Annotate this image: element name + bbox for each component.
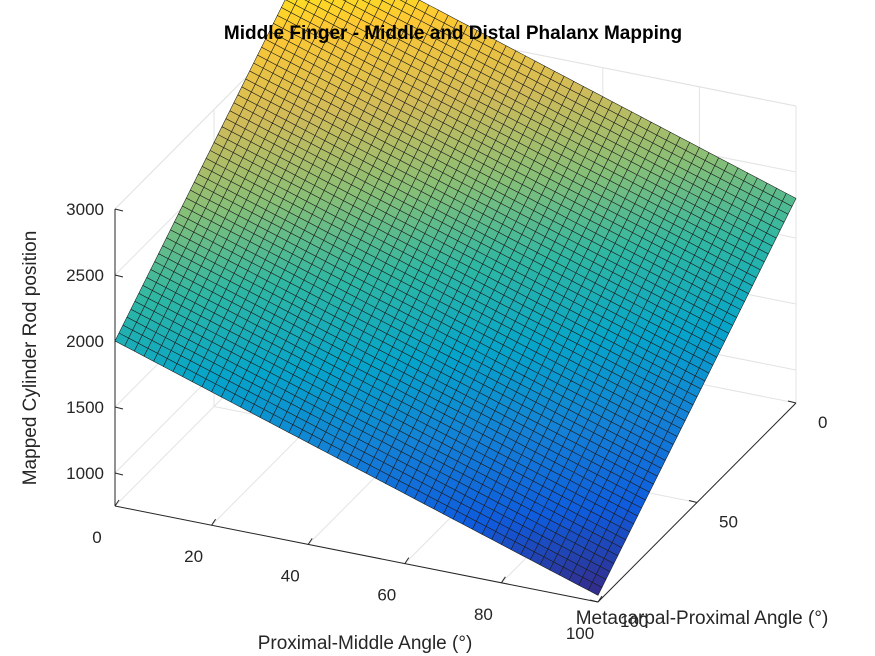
axis-layer: [114, 208, 797, 603]
y-tick-mark: [787, 400, 797, 404]
y-axis-label: Metacarpal-Proximal Angle (°): [576, 608, 829, 629]
chart-title: Middle Finger - Middle and Distal Phalan…: [224, 23, 682, 44]
x-tick-label: 40: [281, 566, 300, 585]
x-tick-label: 20: [184, 547, 203, 566]
x-tick-mark: [211, 518, 217, 526]
y-tick-mark: [688, 500, 698, 503]
z-tick-label: 2000: [66, 332, 104, 351]
z-tick-mark: [114, 406, 124, 410]
z-tick-mark: [114, 208, 124, 212]
x-tick-mark: [114, 499, 120, 507]
y-tick-label: 100: [620, 612, 648, 631]
x-axis-line: [114, 505, 599, 603]
z-tick-mark: [114, 274, 124, 278]
y-tick-mark: [589, 599, 599, 603]
surface-mesh: [114, 0, 797, 596]
z-tick-mark: [114, 472, 124, 476]
x-tick-label: 80: [474, 605, 493, 624]
x-tick-mark: [500, 576, 506, 584]
z-axis-label: Mapped Cylinder Rod position: [20, 231, 41, 486]
surface-patch: [588, 582, 603, 596]
x-tick-mark: [307, 538, 313, 545]
z-tick-label: 1000: [66, 464, 104, 483]
x-axis-label: Proximal-Middle Angle (°): [258, 633, 473, 654]
x-tick-label: 0: [92, 528, 101, 547]
y-tick-label: 0: [818, 413, 827, 432]
x-tick-label: 60: [377, 586, 396, 605]
x-tick-mark: [597, 595, 603, 603]
x-tick-label: 100: [566, 624, 594, 643]
z-tick-label: 3000: [66, 200, 104, 219]
z-tick-label: 2500: [66, 266, 104, 285]
y-tick-label: 50: [719, 513, 738, 532]
x-tick-mark: [404, 557, 410, 564]
z-tick-label: 1500: [66, 398, 104, 417]
